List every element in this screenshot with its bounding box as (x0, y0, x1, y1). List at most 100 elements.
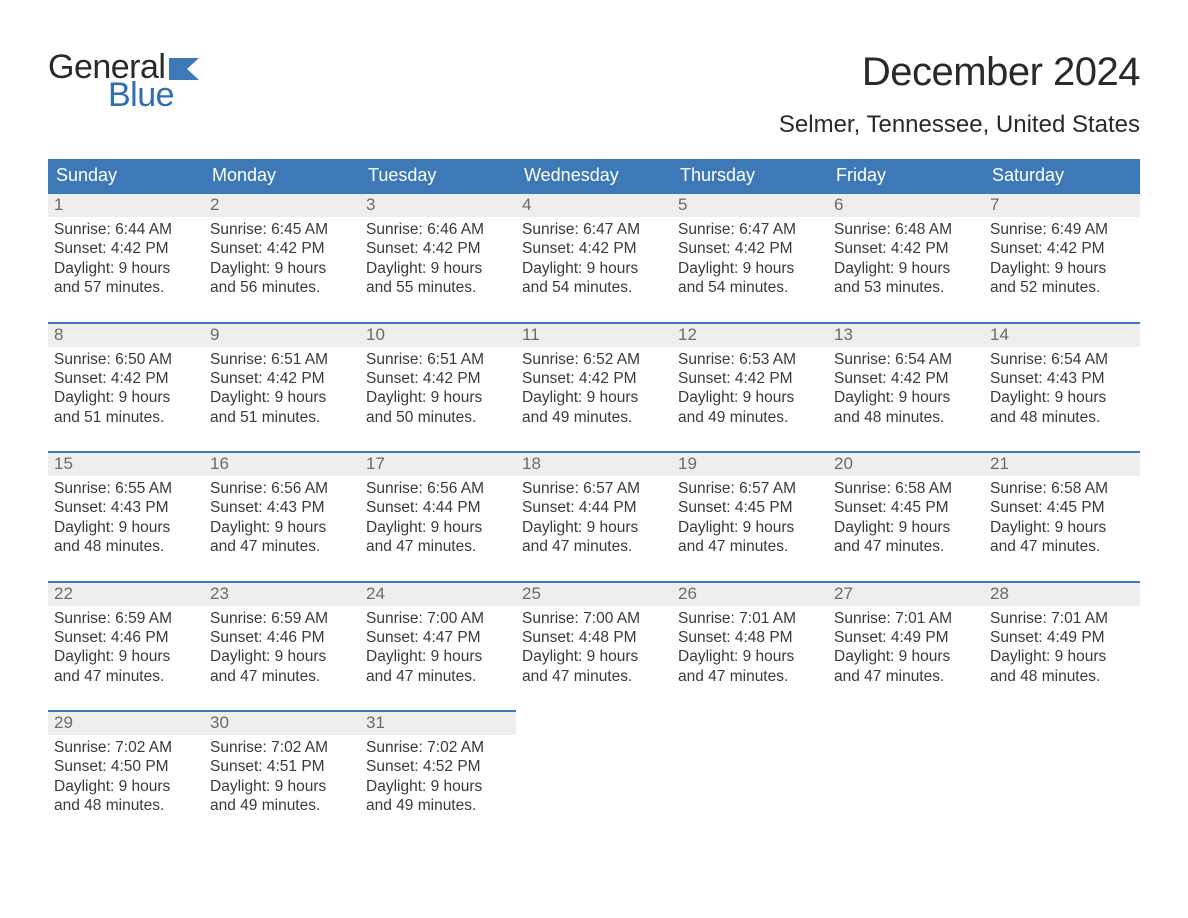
day-details: Sunrise: 7:02 AMSunset: 4:51 PMDaylight:… (204, 734, 360, 816)
day-details: Sunrise: 6:48 AMSunset: 4:42 PMDaylight:… (828, 216, 984, 298)
daylight-text: and 47 minutes. (834, 537, 978, 556)
daylight-text: Daylight: 9 hours (834, 259, 978, 278)
day-details: Sunrise: 7:02 AMSunset: 4:50 PMDaylight:… (48, 734, 204, 816)
sunset-text: Sunset: 4:42 PM (678, 239, 822, 258)
dayname-tuesday: Tuesday (360, 159, 516, 192)
daylight-text: Daylight: 9 hours (522, 388, 666, 407)
daylight-text: Daylight: 9 hours (54, 388, 198, 407)
daylight-text: and 47 minutes. (54, 667, 198, 686)
sunrise-text: Sunrise: 6:53 AM (678, 350, 822, 369)
calendar-day-cell: 9Sunrise: 6:51 AMSunset: 4:42 PMDaylight… (204, 322, 360, 428)
daylight-text: and 56 minutes. (210, 278, 354, 297)
sunset-text: Sunset: 4:44 PM (522, 498, 666, 517)
day-number: 2 (204, 192, 360, 217)
day-details: Sunrise: 6:50 AMSunset: 4:42 PMDaylight:… (48, 346, 204, 428)
calendar-day-cell: 21Sunrise: 6:58 AMSunset: 4:45 PMDayligh… (984, 451, 1140, 557)
sunrise-text: Sunrise: 6:51 AM (366, 350, 510, 369)
calendar-day-cell: 8Sunrise: 6:50 AMSunset: 4:42 PMDaylight… (48, 322, 204, 428)
day-number: 7 (984, 192, 1140, 217)
day-details: Sunrise: 6:44 AMSunset: 4:42 PMDaylight:… (48, 216, 204, 298)
day-number: 17 (360, 451, 516, 476)
daylight-text: and 54 minutes. (522, 278, 666, 297)
day-details: Sunrise: 6:59 AMSunset: 4:46 PMDaylight:… (204, 605, 360, 687)
day-number: 11 (516, 322, 672, 347)
sunrise-text: Sunrise: 6:44 AM (54, 220, 198, 239)
day-number: 9 (204, 322, 360, 347)
sunset-text: Sunset: 4:42 PM (522, 239, 666, 258)
sunrise-text: Sunrise: 7:01 AM (678, 609, 822, 628)
day-details: Sunrise: 7:01 AMSunset: 4:49 PMDaylight:… (984, 605, 1140, 687)
sunrise-text: Sunrise: 7:00 AM (366, 609, 510, 628)
calendar-day-cell (516, 710, 672, 816)
daylight-text: and 48 minutes. (54, 537, 198, 556)
day-number: 4 (516, 192, 672, 217)
daylight-text: and 48 minutes. (834, 408, 978, 427)
sunset-text: Sunset: 4:47 PM (366, 628, 510, 647)
sunrise-text: Sunrise: 6:59 AM (54, 609, 198, 628)
day-number: 21 (984, 451, 1140, 476)
sunrise-text: Sunrise: 6:48 AM (834, 220, 978, 239)
day-details: Sunrise: 6:45 AMSunset: 4:42 PMDaylight:… (204, 216, 360, 298)
daylight-text: Daylight: 9 hours (54, 647, 198, 666)
sunrise-text: Sunrise: 6:50 AM (54, 350, 198, 369)
day-details: Sunrise: 6:56 AMSunset: 4:43 PMDaylight:… (204, 475, 360, 557)
daylight-text: Daylight: 9 hours (210, 777, 354, 796)
daylight-text: Daylight: 9 hours (54, 777, 198, 796)
day-number: 30 (204, 710, 360, 735)
daylight-text: and 47 minutes. (834, 667, 978, 686)
sunrise-text: Sunrise: 6:47 AM (678, 220, 822, 239)
day-number: 10 (360, 322, 516, 347)
sunset-text: Sunset: 4:51 PM (210, 757, 354, 776)
day-number: 26 (672, 581, 828, 606)
daylight-text: Daylight: 9 hours (678, 518, 822, 537)
calendar-day-cell: 25Sunrise: 7:00 AMSunset: 4:48 PMDayligh… (516, 581, 672, 687)
daylight-text: Daylight: 9 hours (990, 518, 1134, 537)
calendar-day-cell: 29Sunrise: 7:02 AMSunset: 4:50 PMDayligh… (48, 710, 204, 816)
day-details: Sunrise: 7:00 AMSunset: 4:48 PMDaylight:… (516, 605, 672, 687)
sunset-text: Sunset: 4:45 PM (678, 498, 822, 517)
calendar-day-cell: 5Sunrise: 6:47 AMSunset: 4:42 PMDaylight… (672, 192, 828, 298)
sunset-text: Sunset: 4:45 PM (990, 498, 1134, 517)
day-number: 5 (672, 192, 828, 217)
sunrise-text: Sunrise: 7:00 AM (522, 609, 666, 628)
location-text: Selmer, Tennessee, United States (779, 111, 1140, 139)
sunset-text: Sunset: 4:42 PM (210, 369, 354, 388)
day-details: Sunrise: 6:56 AMSunset: 4:44 PMDaylight:… (360, 475, 516, 557)
day-number: 23 (204, 581, 360, 606)
sunrise-text: Sunrise: 7:01 AM (990, 609, 1134, 628)
day-number: 8 (48, 322, 204, 347)
sunrise-text: Sunrise: 7:02 AM (210, 738, 354, 757)
sunrise-text: Sunrise: 7:01 AM (834, 609, 978, 628)
calendar-day-cell: 12Sunrise: 6:53 AMSunset: 4:42 PMDayligh… (672, 322, 828, 428)
daylight-text: Daylight: 9 hours (678, 388, 822, 407)
sunrise-text: Sunrise: 7:02 AM (366, 738, 510, 757)
sunrise-text: Sunrise: 6:59 AM (210, 609, 354, 628)
daylight-text: and 51 minutes. (210, 408, 354, 427)
sunset-text: Sunset: 4:52 PM (366, 757, 510, 776)
day-number: 28 (984, 581, 1140, 606)
day-details: Sunrise: 6:51 AMSunset: 4:42 PMDaylight:… (204, 346, 360, 428)
sunset-text: Sunset: 4:42 PM (54, 369, 198, 388)
sunset-text: Sunset: 4:44 PM (366, 498, 510, 517)
page-title: December 2024 (779, 50, 1140, 95)
daylight-text: and 47 minutes. (990, 537, 1134, 556)
day-details: Sunrise: 6:57 AMSunset: 4:45 PMDaylight:… (672, 475, 828, 557)
day-number: 27 (828, 581, 984, 606)
sunset-text: Sunset: 4:45 PM (834, 498, 978, 517)
sunset-text: Sunset: 4:48 PM (522, 628, 666, 647)
sunset-text: Sunset: 4:42 PM (834, 369, 978, 388)
dayname-saturday: Saturday (984, 159, 1140, 192)
sunset-text: Sunset: 4:42 PM (366, 369, 510, 388)
day-details: Sunrise: 6:47 AMSunset: 4:42 PMDaylight:… (516, 216, 672, 298)
daylight-text: Daylight: 9 hours (54, 259, 198, 278)
daylight-text: Daylight: 9 hours (210, 259, 354, 278)
dayname-sunday: Sunday (48, 159, 204, 192)
daylight-text: and 49 minutes. (678, 408, 822, 427)
calendar-day-cell: 16Sunrise: 6:56 AMSunset: 4:43 PMDayligh… (204, 451, 360, 557)
sunset-text: Sunset: 4:50 PM (54, 757, 198, 776)
day-details: Sunrise: 6:55 AMSunset: 4:43 PMDaylight:… (48, 475, 204, 557)
calendar-day-cell: 17Sunrise: 6:56 AMSunset: 4:44 PMDayligh… (360, 451, 516, 557)
daylight-text: and 47 minutes. (522, 537, 666, 556)
sunset-text: Sunset: 4:48 PM (678, 628, 822, 647)
calendar-day-cell: 4Sunrise: 6:47 AMSunset: 4:42 PMDaylight… (516, 192, 672, 298)
